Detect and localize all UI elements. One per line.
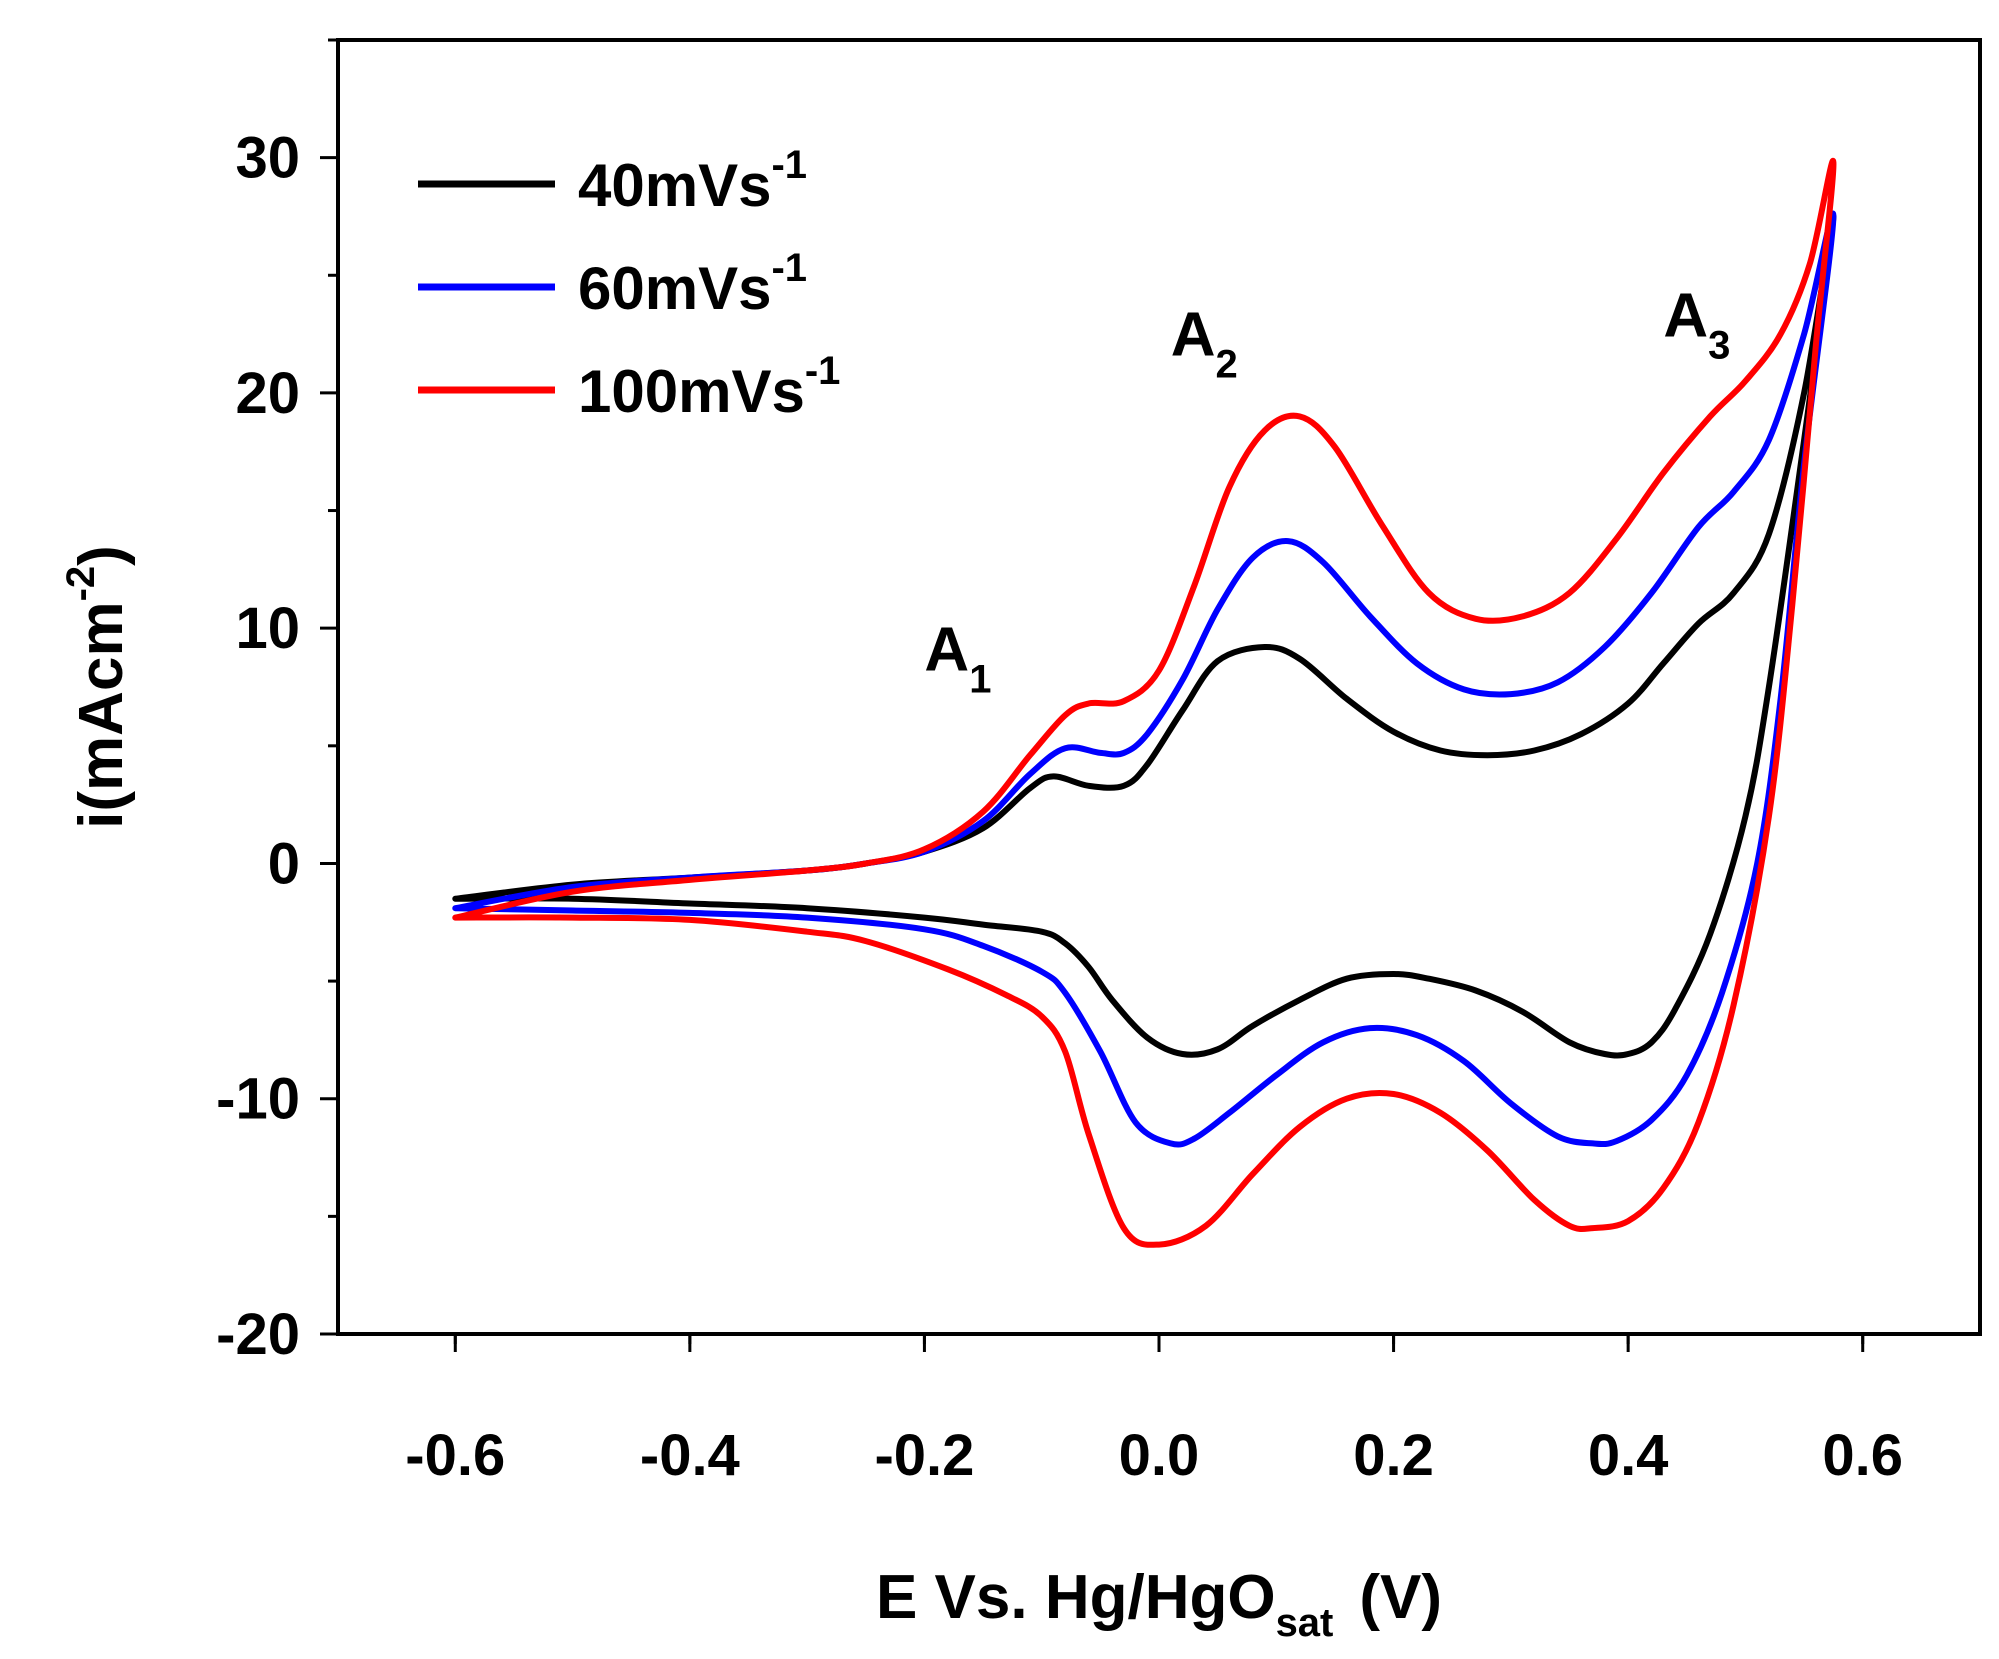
peak-label-a1: A1 [924,616,991,702]
legend-label-60mvs: 60mVs-1 [578,246,807,322]
y-axis-title-main: i(mAcm [67,601,136,828]
peak-annotations: A1 A2 A3 [924,281,1730,701]
series-line-100mvs [452,157,1837,1248]
x-axis-title-main: E Vs. Hg/HgO [876,1563,1276,1632]
y-tick-label: -10 [216,1067,300,1132]
y-tick-label: -20 [216,1302,300,1367]
x-axis-title-unit: (V) [1359,1563,1442,1632]
legend-label-100mvs: 100mVs-1 [578,349,840,425]
y-axis-title: i(mAcm-2) [59,545,136,829]
y-tick-label: 20 [235,361,300,426]
peak-label-a3: A3 [1663,281,1730,367]
y-tick-label: 10 [235,596,300,661]
x-tick-label: -0.4 [640,1423,740,1488]
x-tick-label: 0.4 [1588,1423,1669,1488]
x-tick-label: -0.6 [405,1423,505,1488]
x-tick-label: -0.2 [874,1423,974,1488]
series-line-60mvs [452,210,1837,1148]
legend: 40mVs-1 60mVs-1 100mVs-1 [418,143,840,425]
x-axis-title: E Vs. Hg/HgOsat (V) [876,1563,1442,1645]
legend-label-40mvs: 40mVs-1 [578,143,807,219]
peak-label-a2: A2 [1171,300,1238,386]
y-axis-title-superscript: -2 [59,566,103,602]
y-tick-label: 30 [235,126,300,191]
x-tick-label: 0.0 [1119,1423,1200,1488]
x-axis-title-subscript: sat [1276,1601,1334,1645]
x-tick-label: 0.2 [1353,1423,1434,1488]
series-line-40mvs [452,213,1837,1059]
x-tick-label: 0.6 [1822,1423,1903,1488]
y-tick-label: 0 [268,831,300,896]
y-axis-title-close: ) [67,545,136,566]
series-layer [452,157,1837,1248]
ticks-layer: -0.6 -0.4 -0.2 0.0 0.2 0.4 0.6 -20 -10 0 10 20 30 [216,38,1903,1488]
